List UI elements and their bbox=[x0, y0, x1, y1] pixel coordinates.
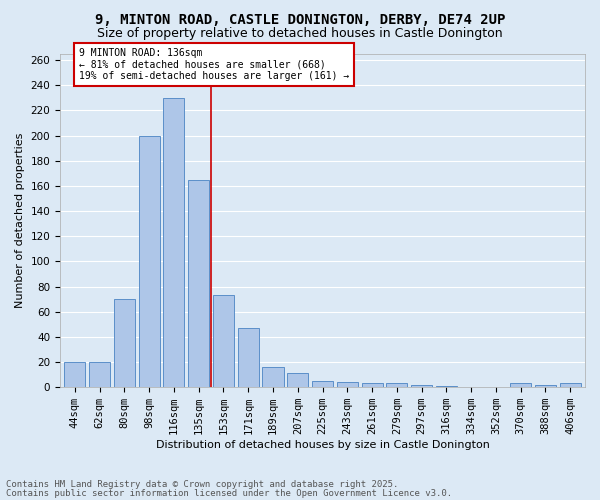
Y-axis label: Number of detached properties: Number of detached properties bbox=[15, 133, 25, 308]
Bar bbox=[213, 296, 234, 387]
Bar bbox=[411, 384, 432, 387]
Bar bbox=[386, 384, 407, 387]
Bar bbox=[535, 384, 556, 387]
Text: 9, MINTON ROAD, CASTLE DONINGTON, DERBY, DE74 2UP: 9, MINTON ROAD, CASTLE DONINGTON, DERBY,… bbox=[95, 12, 505, 26]
Text: 9 MINTON ROAD: 136sqm
← 81% of detached houses are smaller (668)
19% of semi-det: 9 MINTON ROAD: 136sqm ← 81% of detached … bbox=[79, 48, 349, 82]
Bar bbox=[163, 98, 184, 387]
Bar bbox=[436, 386, 457, 387]
Bar bbox=[238, 328, 259, 387]
Bar bbox=[362, 384, 383, 387]
Bar bbox=[560, 384, 581, 387]
Bar bbox=[139, 136, 160, 387]
Text: Size of property relative to detached houses in Castle Donington: Size of property relative to detached ho… bbox=[97, 28, 503, 40]
Bar bbox=[312, 381, 333, 387]
Bar bbox=[188, 180, 209, 387]
Bar bbox=[114, 299, 135, 387]
Bar bbox=[510, 384, 531, 387]
Bar bbox=[64, 362, 85, 387]
Text: Contains HM Land Registry data © Crown copyright and database right 2025.: Contains HM Land Registry data © Crown c… bbox=[6, 480, 398, 489]
Bar bbox=[337, 382, 358, 387]
Bar bbox=[89, 362, 110, 387]
Bar bbox=[262, 367, 284, 387]
Text: Contains public sector information licensed under the Open Government Licence v3: Contains public sector information licen… bbox=[6, 488, 452, 498]
Bar bbox=[287, 374, 308, 387]
X-axis label: Distribution of detached houses by size in Castle Donington: Distribution of detached houses by size … bbox=[155, 440, 490, 450]
